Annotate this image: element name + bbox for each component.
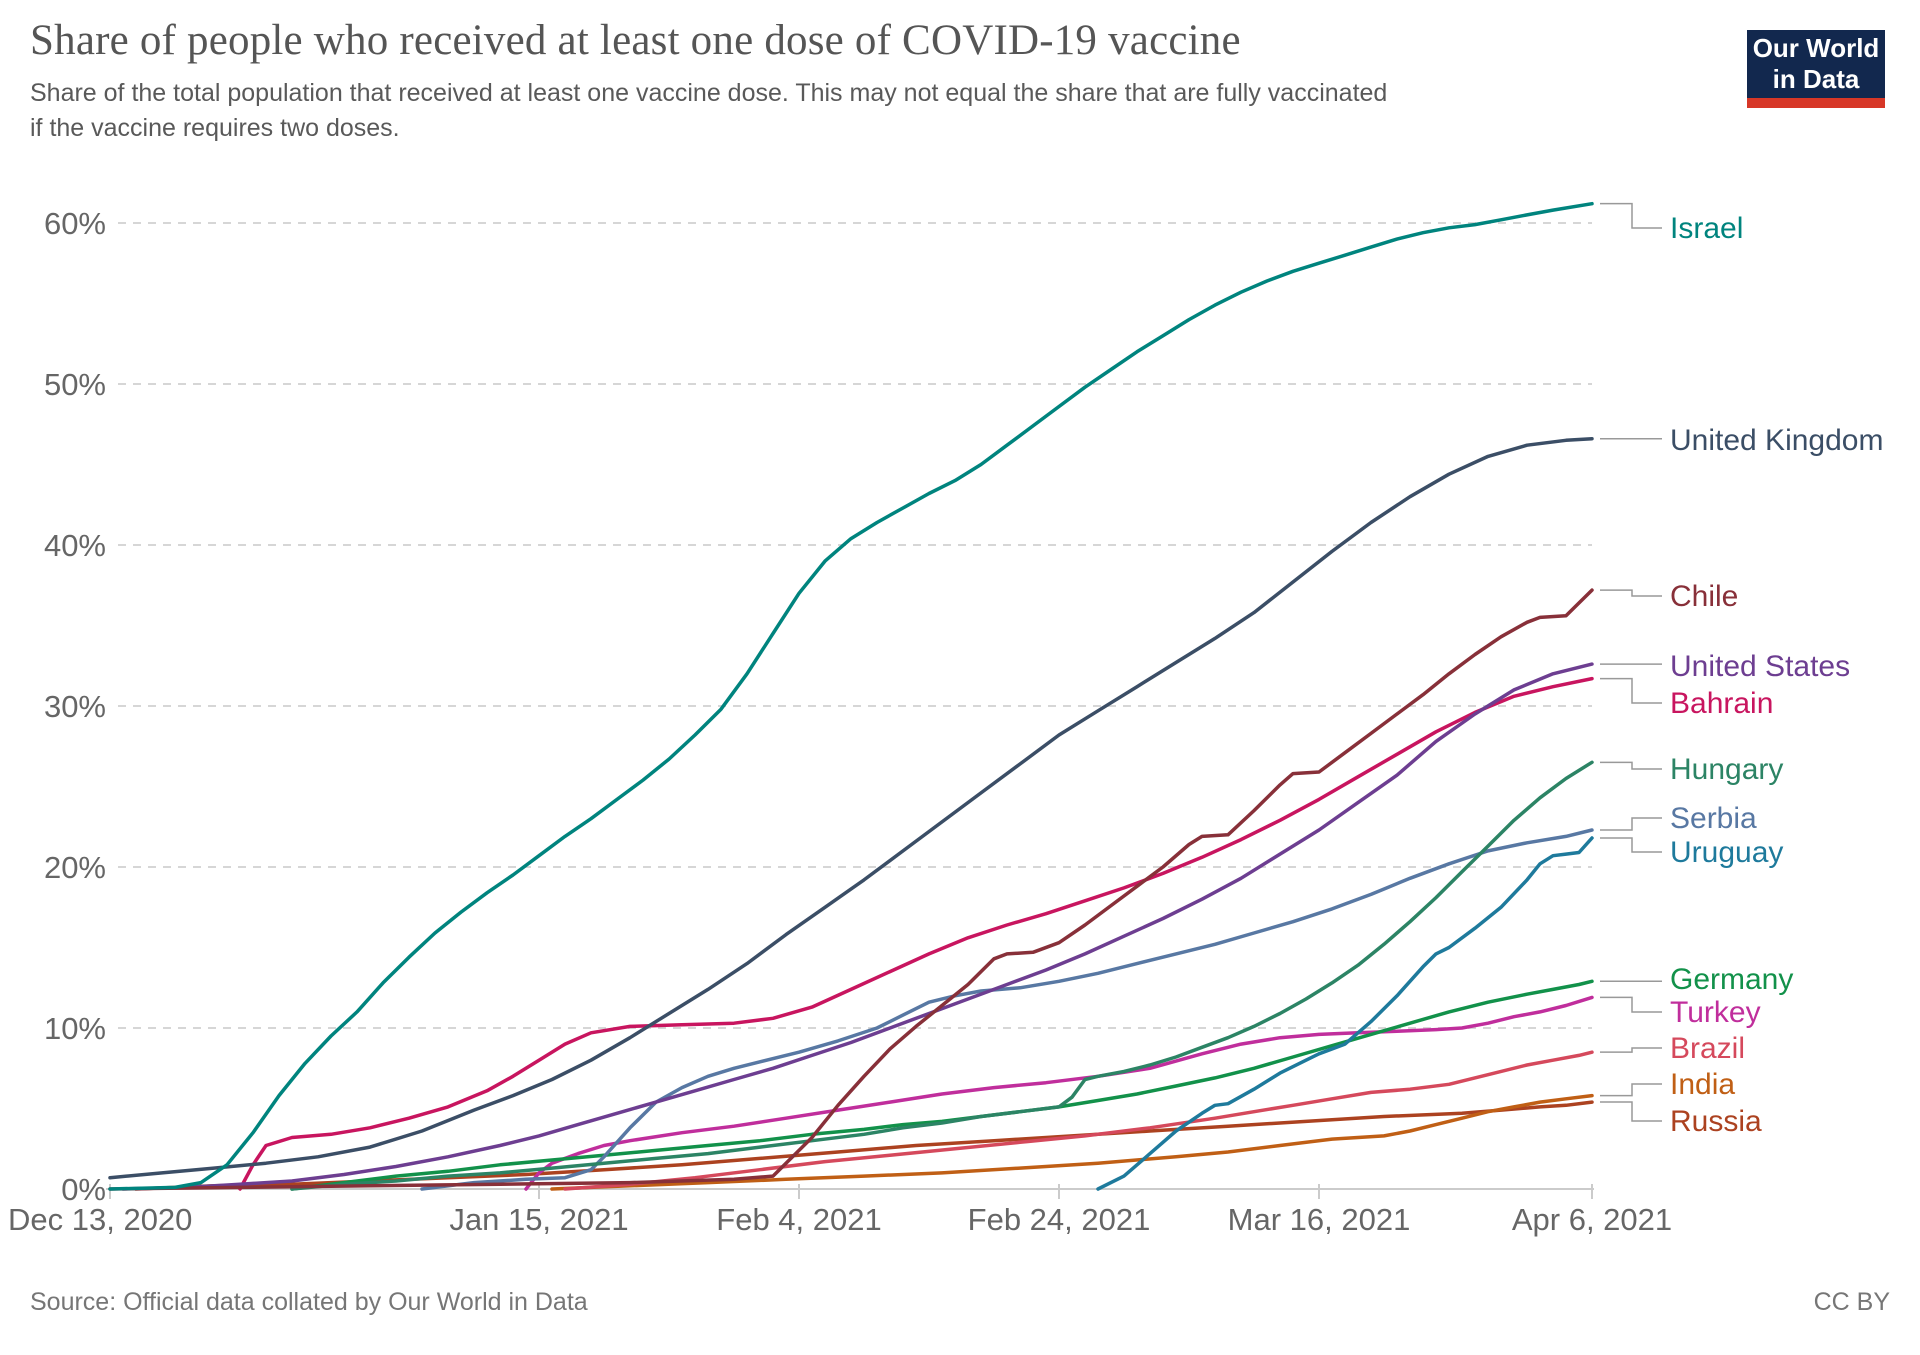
chart-footer: Source: Official data collated by Our Wo…: [30, 1288, 1890, 1317]
label-connector-uruguay: [1600, 837, 1662, 853]
x-tick-label-4: Mar 16, 2021: [1228, 1202, 1411, 1237]
y-tick-label-50: 50%: [44, 367, 106, 402]
series-label-chile[interactable]: Chile: [1670, 580, 1738, 613]
license-note: CC BY: [1813, 1288, 1890, 1316]
page-title: Share of people who received at least on…: [30, 17, 1241, 64]
series-line-bahrain: [238, 676, 1594, 1191]
series-label-bahrain[interactable]: Bahrain: [1670, 687, 1773, 720]
series-line-india: [550, 1093, 1594, 1191]
x-tick-label-2: Feb 4, 2021: [716, 1202, 881, 1237]
label-connector-bahrain: [1600, 677, 1662, 704]
page-subtitle: Share of the total population that recei…: [30, 79, 1388, 142]
x-tick-label-5: Apr 6, 2021: [1512, 1202, 1672, 1237]
label-connector-israel: [1600, 202, 1662, 229]
source-note: Source: Official data collated by Our Wo…: [30, 1288, 588, 1316]
y-tick-label-60: 60%: [44, 206, 106, 241]
label-connector-chile: [1600, 589, 1662, 597]
series-label-brazil[interactable]: Brazil: [1670, 1032, 1745, 1065]
series-label-russia[interactable]: Russia: [1670, 1105, 1762, 1138]
label-connector-turkey: [1600, 996, 1662, 1013]
series-line-brazil: [563, 1050, 1594, 1191]
series-label-hungary[interactable]: Hungary: [1670, 753, 1783, 786]
x-tick-label-0: Dec 13, 2020: [8, 1202, 192, 1237]
y-tick-label-10: 10%: [44, 1011, 106, 1046]
series-label-turkey[interactable]: Turkey: [1670, 996, 1761, 1029]
label-connector-hungary: [1600, 761, 1662, 770]
series-label-serbia[interactable]: Serbia: [1670, 802, 1757, 835]
series-line-israel: [108, 201, 1594, 1191]
owid-logo-accent-bar: [1747, 98, 1885, 108]
owid-logo-line2: in Data: [1772, 64, 1860, 94]
series-label-israel[interactable]: Israel: [1670, 212, 1743, 245]
label-connector-brazil: [1600, 1047, 1662, 1053]
series-line-united-states: [121, 662, 1594, 1191]
series-label-germany[interactable]: Germany: [1670, 963, 1793, 996]
series-label-united-states[interactable]: United States: [1670, 650, 1850, 683]
series-line-united-kingdom: [108, 436, 1594, 1180]
x-tick-label-3: Feb 24, 2021: [968, 1202, 1151, 1237]
y-tick-label-20: 20%: [44, 850, 106, 885]
y-tick-label-30: 30%: [44, 689, 106, 724]
series-line-germany: [290, 979, 1594, 1191]
y-tick-label-0: 0%: [61, 1172, 106, 1207]
series-line-serbia: [420, 828, 1594, 1191]
series-line-chile: [108, 588, 1594, 1191]
x-tick-label-1: Jan 15, 2021: [449, 1202, 628, 1237]
label-connector-serbia: [1600, 817, 1662, 831]
owid-logo[interactable]: Our World in Data: [1747, 30, 1885, 108]
owid-logo-line1: Our World: [1752, 33, 1880, 63]
label-connector-russia: [1600, 1101, 1662, 1122]
series-line-uruguay: [1096, 836, 1594, 1191]
label-connector-india: [1600, 1083, 1662, 1097]
series-label-united-kingdom[interactable]: United Kingdom: [1670, 424, 1883, 457]
series-line-hungary: [290, 760, 1594, 1191]
series-label-uruguay[interactable]: Uruguay: [1670, 836, 1783, 869]
series-label-india[interactable]: India: [1670, 1068, 1735, 1101]
y-tick-label-40: 40%: [44, 528, 106, 563]
